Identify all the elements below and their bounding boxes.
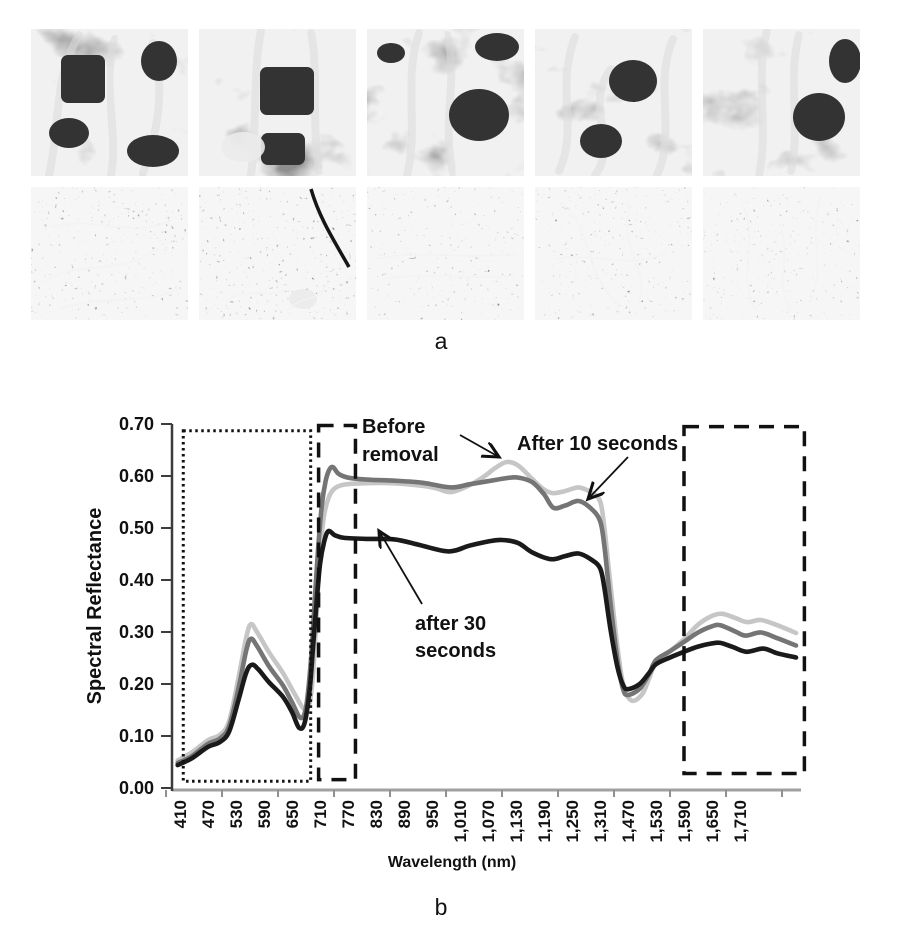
y-tick-label: 0.10	[119, 726, 154, 746]
x-tick-label: 410	[171, 800, 190, 828]
highlight-box-1-dotted	[181, 429, 313, 783]
series-after-10-seconds	[175, 464, 799, 766]
y-tick-label: 0.30	[119, 622, 154, 642]
sem-image-row2-col5	[703, 187, 860, 320]
x-tick-label: 1,250	[563, 800, 582, 843]
annotation-arrow-1	[459, 434, 499, 457]
spectral-reflectance-chart: 0.00 0.10 0.20 0.30 0.40 0.50 0.60 0.70 410 470 53…	[84, 414, 807, 871]
figure-label-a: a	[434, 328, 448, 354]
x-tick-label: 1,130	[507, 800, 526, 843]
y-tick-label: 0.00	[119, 778, 154, 798]
x-axis-title: Wavelength (nm)	[388, 854, 516, 871]
highlight-box-2-dashed	[316, 423, 358, 782]
x-tick-label: 530	[227, 800, 246, 828]
sem-image-panel	[31, 29, 860, 320]
x-tick-label: 710	[311, 800, 330, 828]
y-tick-label: 0.20	[119, 674, 154, 694]
y-tick-label: 0.50	[119, 518, 154, 538]
y-tick-label: 0.60	[119, 466, 154, 486]
annotation-after-30: after 30 seconds	[415, 613, 496, 662]
x-tick-label: 1,190	[535, 800, 554, 843]
x-tick-label: 890	[395, 800, 414, 828]
x-tick-label: 1,710	[731, 800, 750, 843]
series-after-30-seconds	[175, 528, 799, 768]
axes: 0.00 0.10 0.20 0.30 0.40 0.50 0.60 0.70 410 470 53…	[119, 414, 801, 843]
y-axis-title: Spectral Reflectance	[84, 508, 106, 705]
x-tick-label: 1,590	[675, 800, 694, 843]
sem-image-row2-col2	[199, 187, 356, 320]
sem-image-row1-col2	[199, 29, 356, 176]
sem-image-row1-col4	[535, 29, 692, 176]
y-tick-label: 0.70	[119, 414, 154, 434]
annotation-text: removal	[362, 444, 439, 466]
x-tick-label: 1,470	[619, 800, 638, 843]
x-tick-label: 1,310	[591, 800, 610, 843]
x-tick-label: 470	[199, 800, 218, 828]
x-tick-label: 950	[423, 800, 442, 828]
annotation-arrow-2	[588, 456, 629, 499]
highlight-box-3-dashed	[682, 424, 807, 776]
x-tick-label: 1,650	[703, 800, 722, 843]
x-tick-label: 830	[367, 800, 386, 828]
annotation-after-10: After 10 seconds	[517, 433, 678, 455]
x-tick-label: 1,070	[479, 800, 498, 843]
x-tick-label: 1,530	[647, 800, 666, 843]
annotation-text: seconds	[415, 640, 496, 662]
y-tick-label: 0.40	[119, 570, 154, 590]
x-tick-label: 1,010	[451, 800, 470, 843]
x-tick-label: 650	[283, 800, 302, 828]
sem-image-row1-col3	[367, 29, 524, 176]
sem-image-row2-col3	[367, 187, 524, 320]
x-tick-label: 770	[339, 800, 358, 828]
annotation-before-removal: Before removal	[362, 416, 439, 466]
figure-label-b: b	[434, 894, 448, 920]
annotation-arrow-3	[379, 531, 423, 605]
annotation-text: After 10 seconds	[517, 433, 678, 455]
sem-image-row1-col1	[31, 29, 188, 176]
sem-image-row2-col4	[535, 187, 692, 320]
annotation-text: Before	[362, 416, 425, 438]
sem-image-row1-col5	[703, 29, 860, 176]
series-before-removal	[175, 459, 799, 763]
sem-image-row2-col1	[31, 187, 188, 320]
x-tick-label: 590	[255, 800, 274, 828]
annotation-text: after 30	[415, 613, 486, 635]
